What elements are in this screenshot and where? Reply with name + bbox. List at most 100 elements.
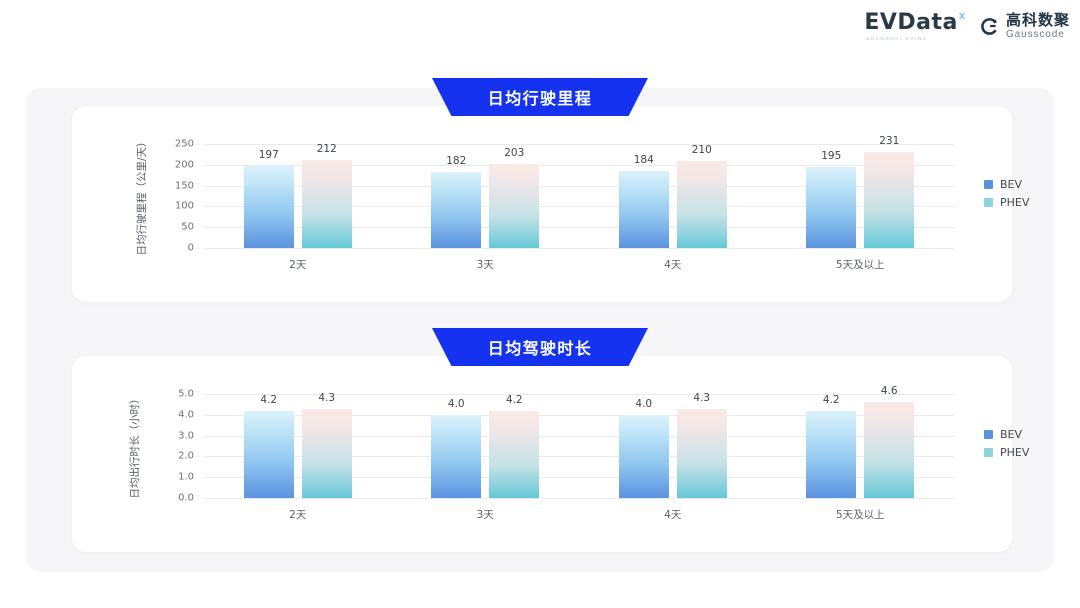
bar-group: 4.0 4.2 [392,394,580,498]
chart-title-duration: 日均驾驶时长 [487,339,593,358]
bar-group: 182 203 [392,144,580,248]
evdata-data-text: Data [897,10,958,35]
gridline [204,206,954,208]
gridline [204,414,954,416]
y-axis-tick: 5.0 [178,388,194,400]
chart-card-mileage: 日均行驶里程（公里/天） 0 50 100 150 200 250 197 212 2天 182 20… [72,106,1029,302]
bar-value-label: 4.3 [318,391,336,404]
gausscode-g-icon [981,18,997,35]
bar-value-label: 4.0 [447,397,465,410]
y-axis-tick: 1.0 [178,471,194,483]
bar-value-label: 212 [316,142,337,155]
bar-value-label: 4.6 [880,385,898,398]
y-axis-tick: 250 [174,138,194,150]
bar-bev[interactable]: 4.0 [431,398,482,498]
x-axis-label: 4天 [664,509,682,521]
bar-phev[interactable]: 4.6 [864,385,915,498]
y-axis-tick: 0.0 [178,492,194,504]
x-axis-label: 3天 [476,509,494,521]
evdata-x-icon: x [958,10,965,22]
bar-phev[interactable]: 210 [676,144,727,248]
bar-group: 184 210 [579,144,767,248]
bar-value-label: 184 [633,154,654,167]
chart-legend: BEV PHEV [984,178,1029,209]
bar-phev[interactable]: 212 [301,143,352,248]
x-axis-label: 3天 [476,259,494,271]
legend-item-bev[interactable]: BEV [984,428,1029,441]
gridline [204,394,954,395]
evdata-ev-text: EV [864,10,898,35]
bar-value-label: 231 [879,134,900,147]
legend-item-bev[interactable]: BEV [984,178,1029,191]
bar-bev[interactable]: 195 [806,150,857,248]
bar-bev[interactable]: 4.2 [243,394,294,498]
bar-group: 4.2 4.6 [767,385,955,498]
legend-swatch-phev [984,198,993,208]
bar-bev[interactable]: 182 [431,155,482,248]
x-axis-label: 2天 [289,509,307,521]
gridline [204,477,954,479]
gausscode-en-name: Gausscode [1005,29,1065,40]
legend-label: BEV [1000,428,1023,442]
evdata-logo: EVData x SHANGHAI CHINA [864,10,965,41]
brand-logo-bar: EVData x SHANGHAI CHINA 高科数聚 Gausscode [864,10,1070,41]
legend-swatch-bev [984,430,993,440]
x-axis-label: 2天 [289,259,307,271]
bar-value-label: 195 [821,149,842,162]
bar-bev[interactable]: 4.2 [806,394,857,498]
x-axis-label: 4天 [664,259,682,271]
chart-legend: BEV PHEV [984,428,1029,459]
x-axis-label: 5天及以上 [835,259,885,271]
chart-plot-duration: 日均出行时长（小时） 0.0 1.0 2.0 3.0 4.0 5.0 4.2 4.3 2天 4.0 4… [72,356,1029,552]
gridline [204,248,954,249]
bar-phev[interactable]: 231 [864,135,915,248]
bar-group: 4.2 4.3 [204,392,392,498]
content-panel: 日均行驶里程（公里/天） 0 50 100 150 200 250 197 212 2天 182 20… [26,88,1054,572]
bar-phev[interactable]: 203 [489,147,540,248]
bar-group: 4.0 4.3 [579,392,767,498]
y-axis-tick: 50 [181,221,194,233]
legend-item-phev[interactable]: PHEV [984,196,1029,209]
bar-bev[interactable]: 197 [243,149,294,248]
bar-value-label: 4.2 [505,393,523,406]
gridline [204,164,954,166]
legend-swatch-bev [984,180,993,190]
chart-title-banner-duration: 日均驾驶时长 [432,328,648,366]
bar-group: 195 231 [767,135,955,248]
bar-value-label: 210 [691,143,712,156]
gridline [204,185,954,187]
bar-phev[interactable]: 4.3 [301,392,352,498]
bar-phev[interactable]: 4.2 [489,394,540,498]
y-axis-label: 日均行驶里程（公里/天） [136,136,149,256]
gausscode-cn-name: 高科数聚 [1005,12,1070,29]
bar-group: 197 212 [204,143,392,248]
chart-plot-mileage: 日均行驶里程（公里/天） 0 50 100 150 200 250 197 212 2天 182 20… [72,106,1029,302]
chart-card-duration: 日均出行时长（小时） 0.0 1.0 2.0 3.0 4.0 5.0 4.2 4.3 2天 4.0 4… [72,356,1029,552]
bar-phev[interactable]: 4.3 [676,392,727,498]
legend-item-phev[interactable]: PHEV [984,446,1029,459]
y-axis-tick: 150 [174,180,194,192]
y-axis-label: 日均出行时长（小时） [129,393,141,499]
legend-label: BEV [1000,178,1023,192]
gridline [204,435,954,437]
gridline [204,144,954,145]
bar-value-label: 4.2 [260,393,278,406]
bar-value-label: 203 [504,146,525,159]
bar-value-label: 197 [258,149,279,162]
bar-bev[interactable]: 184 [618,154,669,248]
gridline [204,498,954,499]
bar-value-label: 4.0 [635,397,653,410]
bar-value-label: 182 [446,155,467,168]
evdata-subtitle: SHANGHAI CHINA [866,36,928,41]
bar-value-label: 4.3 [693,391,711,404]
gridline [204,456,954,458]
bar-value-label: 4.2 [822,393,840,406]
bar-bev[interactable]: 4.0 [618,398,669,498]
gausscode-logo: 高科数聚 Gausscode [979,13,1070,40]
chart-title-mileage: 日均行驶里程 [487,89,593,108]
y-axis-tick: 0 [187,242,194,254]
y-axis-tick: 200 [174,159,194,171]
y-axis-tick: 100 [174,200,194,212]
y-axis-tick: 2.0 [178,450,194,462]
